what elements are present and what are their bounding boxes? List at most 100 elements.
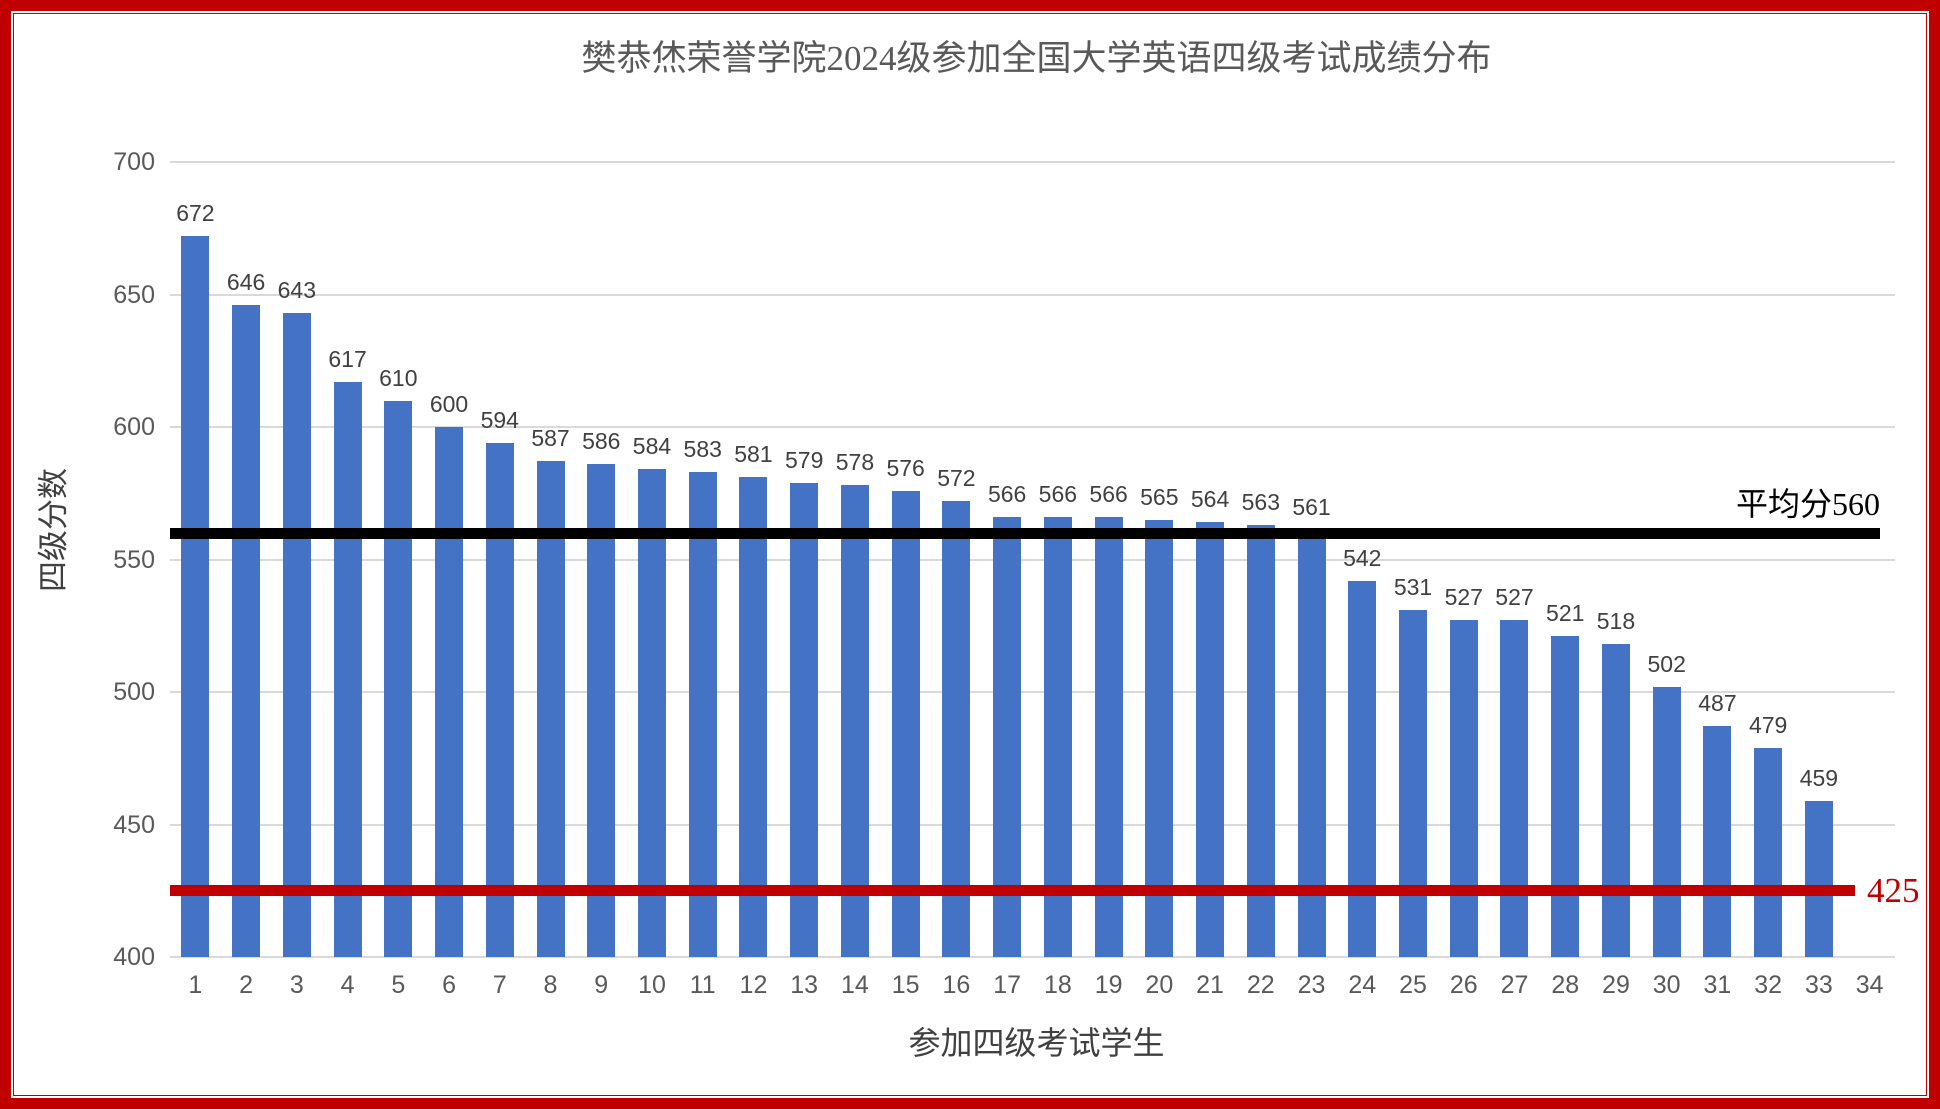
- bar-student-1: [181, 236, 210, 957]
- x-tick-label-14: 14: [841, 971, 869, 999]
- bar-student-5: [384, 400, 413, 957]
- bar-value-label-12: 581: [734, 441, 773, 468]
- gridline-700: [170, 161, 1895, 163]
- bar-value-label-16: 572: [937, 465, 976, 492]
- bar-value-label-21: 564: [1190, 486, 1230, 513]
- bar-value-label-3: 643: [277, 277, 317, 304]
- gridline-650: [170, 293, 1895, 296]
- x-tick-label-24: 24: [1348, 971, 1377, 999]
- bar-value-label-23: 561: [1292, 494, 1331, 521]
- y-tick-label-550: 550: [113, 545, 155, 574]
- x-tick-label-5: 5: [391, 971, 406, 999]
- bar-value-label-31: 487: [1698, 690, 1737, 717]
- bar-student-20: [1145, 519, 1174, 957]
- x-tick-label-30: 30: [1652, 971, 1681, 999]
- bar-student-7: [485, 442, 514, 957]
- pass-line-label: 425: [1867, 870, 1920, 910]
- bar-value-label-15: 576: [886, 454, 925, 481]
- bar-student-22: [1246, 525, 1275, 957]
- chart-title: 樊恭烋荣誉学院2024级参加全国大学英语四级考试成绩分布: [581, 39, 1492, 78]
- bar-value-label-30: 502: [1647, 650, 1686, 677]
- x-tick-label-27: 27: [1500, 971, 1529, 999]
- gridline-600: [170, 426, 1895, 428]
- bar-value-label-25: 531: [1393, 573, 1433, 600]
- x-tick-label-22: 22: [1246, 971, 1275, 999]
- bar-student-19: [1094, 517, 1123, 957]
- bar-student-33: [1804, 800, 1833, 957]
- x-tick-label-32: 32: [1754, 971, 1783, 999]
- gridline-400: [170, 956, 1895, 958]
- bar-student-10: [637, 469, 666, 957]
- x-tick-label-8: 8: [543, 971, 558, 999]
- bar-value-label-6: 600: [429, 391, 469, 417]
- x-tick-label-9: 9: [594, 971, 609, 999]
- x-tick-label-13: 13: [790, 971, 819, 999]
- gridline-500: [170, 691, 1895, 693]
- x-axis-title: 参加四级考试学生: [908, 1025, 1165, 1061]
- bar-value-label-11: 583: [683, 436, 722, 463]
- bar-value-label-26: 527: [1444, 584, 1483, 611]
- y-tick-label-500: 500: [113, 678, 155, 706]
- gridline-550: [170, 558, 1895, 561]
- bar-value-label-2: 646: [226, 269, 266, 296]
- bar-student-16: [942, 501, 971, 957]
- bar-student-4: [333, 381, 362, 957]
- bar-student-17: [993, 517, 1022, 957]
- bar-value-label-14: 578: [835, 449, 875, 476]
- x-tick-label-2: 2: [239, 971, 254, 999]
- bar-value-label-1: 672: [176, 200, 215, 227]
- bar-value-label-18: 566: [1038, 481, 1078, 508]
- bar-value-label-7: 594: [480, 406, 519, 433]
- x-tick-label-18: 18: [1043, 971, 1072, 999]
- x-tick-label-21: 21: [1196, 971, 1224, 999]
- x-tick-label-15: 15: [891, 971, 920, 999]
- bar-student-15: [891, 490, 920, 957]
- bar-value-label-28: 521: [1546, 600, 1585, 627]
- x-tick-label-31: 31: [1703, 971, 1732, 999]
- x-tick-label-12: 12: [739, 971, 768, 999]
- x-tick-label-4: 4: [340, 971, 355, 999]
- x-tick-label-6: 6: [442, 971, 456, 999]
- x-tick-label-25: 25: [1399, 971, 1427, 999]
- bar-value-label-17: 566: [987, 481, 1027, 508]
- x-tick-label-33: 33: [1804, 971, 1833, 999]
- bar-value-label-24: 542: [1343, 544, 1382, 571]
- x-tick-label-28: 28: [1551, 971, 1580, 999]
- x-tick-label-23: 23: [1297, 971, 1326, 999]
- bar-value-label-4: 617: [328, 345, 367, 372]
- bar-student-2: [232, 305, 261, 957]
- x-tick-label-16: 16: [942, 971, 971, 999]
- y-tick-label-650: 650: [113, 280, 155, 309]
- y-tick-label-700: 700: [113, 148, 155, 176]
- bar-value-label-8: 587: [531, 425, 570, 452]
- x-tick-label-20: 20: [1145, 971, 1174, 999]
- x-tick-label-29: 29: [1602, 971, 1630, 999]
- bar-student-14: [840, 485, 869, 957]
- x-tick-label-7: 7: [492, 971, 507, 999]
- bar-value-label-10: 584: [632, 433, 672, 460]
- x-tick-label-26: 26: [1449, 971, 1478, 999]
- bar-student-27: [1500, 620, 1529, 957]
- bar-value-label-22: 563: [1241, 489, 1280, 516]
- bar-student-9: [587, 464, 616, 957]
- bar-value-label-29: 518: [1596, 608, 1636, 635]
- x-tick-label-17: 17: [993, 971, 1022, 999]
- bar-value-label-9: 586: [582, 428, 621, 455]
- plot-area: 400 450 500 550 600 650 700 1 2 3 4 5 6 7 8 9 10 11 12 13 14…: [113, 148, 1919, 999]
- x-tick-label-10: 10: [638, 971, 666, 999]
- gridline-450: [170, 823, 1895, 826]
- bar-student-12: [739, 477, 768, 957]
- average-line-label: 平均分560: [1735, 485, 1880, 522]
- x-tick-label-3: 3: [289, 971, 304, 999]
- bar-student-32: [1754, 747, 1783, 957]
- bar-student-21: [1196, 522, 1225, 957]
- bar-student-13: [790, 482, 819, 957]
- bar-value-label-5: 610: [379, 364, 418, 391]
- bar-student-6: [435, 427, 464, 957]
- y-tick-label-450: 450: [113, 810, 155, 839]
- bar-student-29: [1601, 644, 1630, 957]
- y-axis-title: 四级分数: [35, 468, 71, 592]
- x-tick-label-11: 11: [689, 971, 716, 999]
- bar-value-label-20: 565: [1140, 483, 1179, 510]
